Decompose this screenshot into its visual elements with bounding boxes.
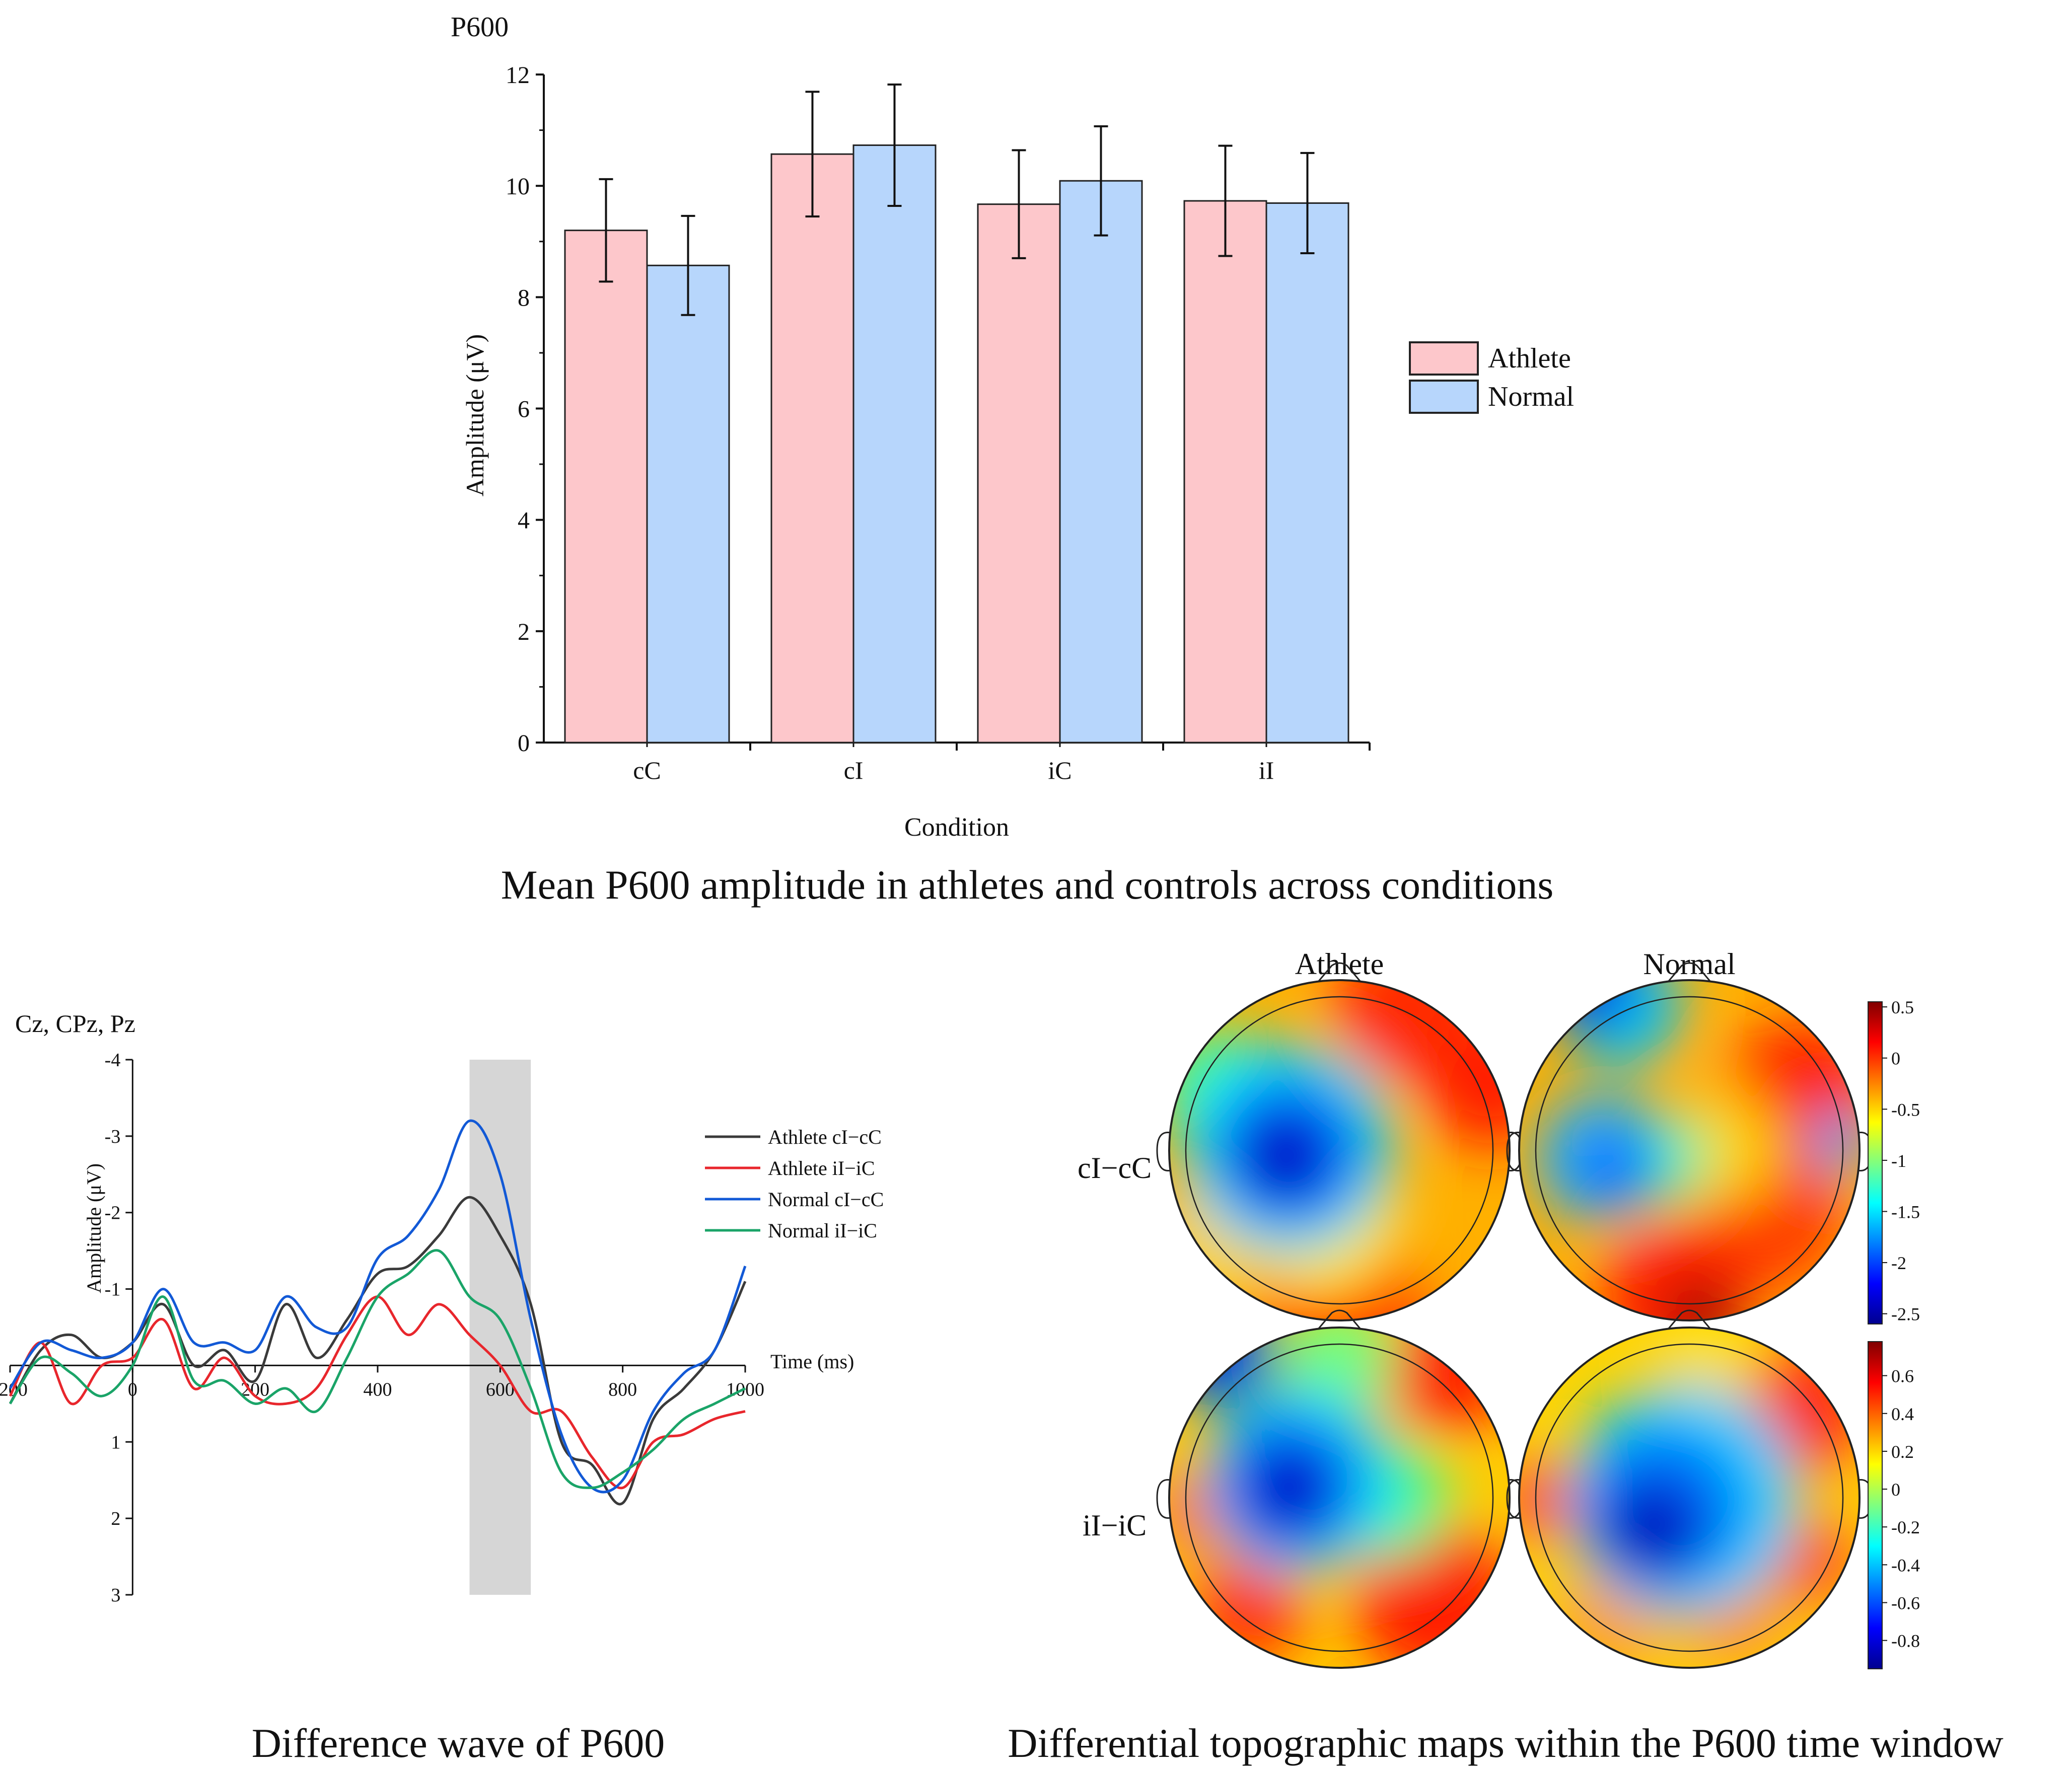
topomap-caption: Differential topographic maps within the…: [1008, 1720, 2004, 1766]
topo-column-label-athlete: Athlete: [1295, 947, 1384, 981]
colorbar-tick-label: -0.4: [1891, 1555, 1920, 1575]
wave-x-tick-label: 0: [128, 1379, 137, 1400]
wave-y-tick-label: 1: [111, 1432, 120, 1453]
bar-y-tick-label: 10: [506, 173, 530, 200]
bar-y-tick-label: 6: [518, 396, 530, 423]
bar-normal-ii: [1265, 202, 1349, 744]
bar-chart-marks: [564, 83, 1349, 744]
bar-chart-caption: Mean P600 amplitude in athletes and cont…: [501, 862, 1554, 908]
colorbar-ii-ic: 0.6 0.4 0.2 0 -0.2 -0.4 -0.6 -0.8: [1868, 1341, 1920, 1669]
topomap-athlete-ci-cc: [1156, 962, 1523, 1321]
colorbar-tick-label: -0.6: [1891, 1593, 1920, 1613]
wave-y-tick-label: -1: [105, 1279, 121, 1300]
wave-line-athlete-ii-ic: [9, 1295, 746, 1490]
colorbar-tick-label: 0: [1891, 1480, 1900, 1500]
wave-line-athlete-ci-cc: [9, 1196, 747, 1506]
bar-athlete-ic: [977, 203, 1061, 744]
bar-athlete-ii: [1183, 200, 1267, 744]
wave-legend-label-normal-ci-cc: Normal cI−cC: [768, 1188, 884, 1211]
bar-athlete-cc: [564, 230, 648, 744]
colorbar-tick-label: -1: [1891, 1151, 1906, 1171]
colorbar-tick-label: 0: [1891, 1049, 1900, 1069]
topomap-athlete-ii-ic: [1156, 1309, 1523, 1669]
bar-normal-cc: [646, 264, 730, 744]
colorbar-tick-label: -2.5: [1891, 1304, 1920, 1324]
colorbar-tick-label: 0.4: [1891, 1404, 1914, 1424]
colorbar-tick-label: -2: [1891, 1253, 1906, 1273]
wave-x-tick-label: 800: [608, 1379, 637, 1400]
bar-x-tick-label: iI: [1259, 756, 1274, 784]
bar-y-axis-label: Amplitude (μV): [461, 334, 489, 497]
bar-x-tick-label: cI: [844, 756, 864, 784]
topo-column-label-normal: Normal: [1643, 947, 1735, 981]
bar-y-tick-label: 0: [518, 730, 530, 757]
legend-label-athlete: Athlete: [1488, 343, 1571, 374]
colorbar-tick-label: -0.5: [1891, 1099, 1920, 1120]
legend-swatch-normal: [1409, 380, 1479, 414]
wave-legend: Athlete cI−cC Athlete iI−iC Normal cI−cC No…: [705, 1126, 884, 1242]
wave-chart-caption: Difference wave of P600: [252, 1720, 665, 1766]
colorbar-tick-label: 0.6: [1891, 1366, 1914, 1386]
topo-row-label-ci-cc: cI−cC: [1078, 1151, 1152, 1185]
colorbar-tick-label: -0.2: [1891, 1517, 1920, 1537]
bar-x-axis-label: Condition: [904, 813, 1009, 842]
bar-normal-ci: [852, 144, 937, 744]
colorbar-ci-cc: 0.5 0 -0.5 -1 -1.5 -2 -2.5: [1868, 997, 1920, 1324]
bar-legend: Athlete Normal: [1409, 341, 1574, 414]
bar-normal-ic: [1059, 180, 1143, 744]
topomap-normal-ii-ic: [1506, 1309, 1873, 1669]
bar-chart-title: P600: [451, 12, 509, 43]
wave-line-normal-ii-ic: [9, 1249, 746, 1489]
colorbar-tick-label: -0.8: [1891, 1631, 1920, 1651]
wave-y-tick-label: 3: [111, 1585, 120, 1606]
bar-y-tick-label: 2: [518, 619, 530, 645]
bar-x-tick-label: iC: [1048, 756, 1071, 784]
wave-legend-label-athlete-ci-cc: Athlete cI−cC: [768, 1126, 882, 1148]
wave-y-tick-label: -3: [105, 1126, 121, 1147]
bar-athlete-ci: [770, 153, 854, 744]
bar-y-tick-label: 4: [518, 507, 530, 534]
bar-y-tick-label: 8: [518, 284, 530, 311]
colorbar-tick-label: 0.5: [1891, 997, 1914, 1017]
wave-line-normal-ci-cc: [9, 1119, 747, 1494]
colorbar-ci-cc-ticks: 0.5 0 -0.5 -1 -1.5 -2 -2.5: [1882, 997, 1920, 1324]
wave-x-tick-label: 400: [364, 1379, 392, 1400]
wave-y-tick-label: -4: [105, 1050, 121, 1071]
p600-time-window-shade: [469, 1060, 531, 1595]
wave-chart-panel: Cz, CPz, Pz -4-3-2-1123-2000200400600800…: [0, 1009, 884, 1766]
bar-chart-panel: P600 0 2 4 6 8 10 12 cC cI iC iI Condition Amplitu…: [451, 12, 1574, 908]
wave-legend-label-athlete-ii-ic: Athlete iI−iC: [768, 1157, 875, 1179]
wave-y-axis-label: Amplitude (μV): [83, 1163, 105, 1293]
colorbar-tick-label: 0.2: [1891, 1442, 1914, 1462]
colorbar-tick-label: -1.5: [1891, 1202, 1920, 1222]
wave-y-tick-label: 2: [111, 1508, 120, 1529]
wave-y-tick-label: -2: [105, 1203, 121, 1224]
topomap-normal-ci-cc: [1506, 962, 1873, 1321]
legend-swatch-athlete: [1409, 341, 1479, 376]
bar-x-tick-label: cC: [633, 756, 661, 784]
wave-chart-title: Cz, CPz, Pz: [15, 1009, 135, 1038]
bar-y-tick-label: 12: [506, 62, 530, 89]
wave-x-axis-label: Time (ms): [770, 1350, 854, 1373]
colorbar-ii-ic-ticks: 0.6 0.4 0.2 0 -0.2 -0.4 -0.6 -0.8: [1882, 1366, 1920, 1651]
wave-legend-label-normal-ii-ic: Normal iI−iC: [768, 1219, 877, 1242]
wave-chart-lines: [9, 1119, 747, 1506]
topo-row-label-ii-ic: iI−iC: [1083, 1509, 1147, 1542]
legend-label-normal: Normal: [1488, 381, 1574, 412]
topomap-panel: Athlete Normal cI−cC iI−iC: [1008, 947, 2004, 1766]
